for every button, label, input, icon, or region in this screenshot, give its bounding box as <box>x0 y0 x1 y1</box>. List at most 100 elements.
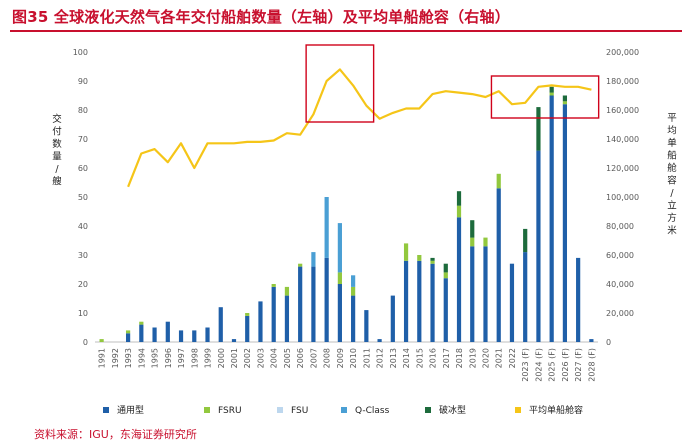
bar-破冰型 <box>536 107 541 151</box>
x-tick-label: 2008 <box>323 348 332 368</box>
y-tick-label: 40 <box>78 222 88 231</box>
bar-通用型 <box>403 260 409 342</box>
bar-Q-Class <box>324 197 329 258</box>
bar-通用型 <box>205 327 210 342</box>
x-tick-label: 1993 <box>124 348 133 368</box>
legend-swatch-Q-Class <box>341 407 347 413</box>
x-tick-label: 2015 <box>415 348 424 368</box>
chart-title: 图35 全球液化天然气各年交付船舶数量（左轴）及平均单船舱容（右轴） <box>12 8 510 26</box>
bar-通用型 <box>245 315 250 342</box>
bar-FSRU <box>245 313 250 316</box>
bar-通用型 <box>311 266 316 342</box>
y-tick-label: 60 <box>78 164 88 173</box>
bar-通用型 <box>562 104 568 342</box>
highlight-box <box>490 75 600 119</box>
bar-通用型 <box>523 252 528 342</box>
x-tick-label: 2004 <box>270 348 279 368</box>
y-tick-label: 90 <box>78 77 88 86</box>
bar-FSRU <box>271 284 276 287</box>
bar-通用型 <box>549 95 554 342</box>
legend-swatch-通用型 <box>103 407 109 413</box>
x-tick-label: 1995 <box>151 348 160 368</box>
x-tick-label: 2025 (F) <box>548 348 557 382</box>
y2-tick-label: 120,000 <box>606 164 639 173</box>
x-tick-label: 2021 <box>495 348 504 368</box>
y2-tick-label: 100,000 <box>606 193 639 202</box>
y-tick-label: 0 <box>83 338 88 347</box>
x-tick-label: 2003 <box>256 348 265 368</box>
x-tick-label: 1991 <box>98 348 107 368</box>
legend-swatch-平均单船舱容 <box>515 407 521 413</box>
x-tick-label: 2017 <box>442 348 451 368</box>
bar-通用型 <box>125 333 131 342</box>
bar-通用型 <box>443 278 448 342</box>
y-tick-label: 70 <box>78 135 88 144</box>
bar-通用型 <box>152 327 157 342</box>
bar-通用型 <box>496 188 501 342</box>
bar-FSRU <box>483 237 488 247</box>
y-tick-label: 30 <box>78 251 88 260</box>
bar-Q-Class <box>311 252 316 267</box>
y2-tick-label: 200,000 <box>606 48 639 57</box>
bar-破冰型 <box>523 228 528 253</box>
bar-通用型 <box>258 301 263 342</box>
x-tick-label: 2018 <box>455 348 464 368</box>
y2-tick-label: 160,000 <box>606 106 639 115</box>
bar-通用型 <box>178 330 184 342</box>
bar-通用型 <box>470 246 475 342</box>
x-tick-label: 1996 <box>164 348 173 368</box>
bar-Q-Class <box>351 275 356 287</box>
bar-FSRU <box>298 263 303 267</box>
bar-FSRU <box>351 286 356 296</box>
y-tick-label: 20 <box>78 280 88 289</box>
x-tick-label: 2005 <box>283 348 292 368</box>
title-rule <box>10 30 682 32</box>
bar-FSRU <box>549 92 554 96</box>
bar-通用型 <box>377 339 382 342</box>
bar-通用型 <box>351 295 356 342</box>
bar-FSRU <box>417 255 422 261</box>
highlight-box <box>305 44 375 123</box>
bar-破冰型 <box>470 220 475 238</box>
bar-破冰型 <box>430 257 435 261</box>
bar-FSRU <box>139 321 144 325</box>
bar-FSRU <box>496 173 501 189</box>
legend-label: FSRU <box>218 406 242 416</box>
line-平均单船舱容 <box>127 68 592 188</box>
y2-tick-label: 60,000 <box>606 251 634 260</box>
legend-label: FSU <box>291 406 308 416</box>
bar-通用型 <box>324 257 329 342</box>
x-tick-label: 2006 <box>296 348 305 368</box>
bar-破冰型 <box>549 86 554 93</box>
bar-通用型 <box>298 266 303 342</box>
source-note: 资料来源：IGU，东海证券研究所 <box>34 428 197 441</box>
x-tick-label: 2014 <box>402 348 411 368</box>
legend-label: Q-Class <box>355 406 390 416</box>
bar-FSRU <box>470 237 475 247</box>
bar-FSRU <box>403 243 409 261</box>
y-tick-label: 50 <box>78 193 88 202</box>
y-tick-label: 100 <box>73 48 88 57</box>
bar-通用型 <box>165 321 170 342</box>
legend-swatch-FSRU <box>204 407 210 413</box>
y-axis-title: 交付数量/艘 <box>52 113 62 188</box>
y2-tick-label: 40,000 <box>606 280 634 289</box>
bar-通用型 <box>390 295 395 342</box>
x-tick-label: 2010 <box>349 348 358 368</box>
bar-通用型 <box>576 257 581 342</box>
bar-通用型 <box>536 150 541 342</box>
x-tick-label: 2016 <box>429 348 438 368</box>
x-tick-label: 2013 <box>389 348 398 368</box>
x-tick-label: 1998 <box>190 348 199 368</box>
x-tick-label: 2022 <box>508 348 517 368</box>
bar-通用型 <box>483 246 488 342</box>
bar-FSRU <box>456 205 462 218</box>
y2-tick-label: 20,000 <box>606 309 634 318</box>
bar-FSRU <box>443 272 448 279</box>
x-tick-label: 2027 (F) <box>574 348 583 382</box>
bar-FSRU <box>99 339 104 342</box>
y2-tick-label: 140,000 <box>606 135 639 144</box>
bar-通用型 <box>284 295 290 342</box>
y2-tick-label: 180,000 <box>606 77 639 86</box>
